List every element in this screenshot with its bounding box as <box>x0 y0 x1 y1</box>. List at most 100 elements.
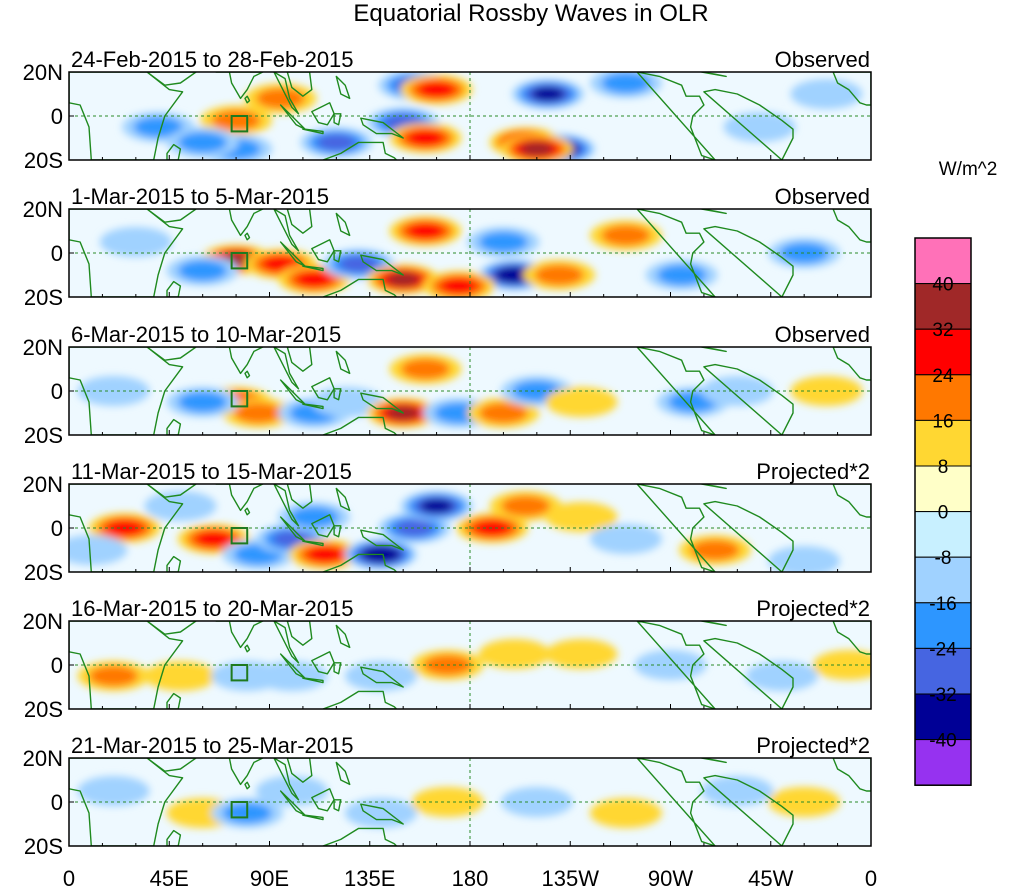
y-tick-label: 20N <box>23 197 63 222</box>
index-box <box>230 664 249 682</box>
panel-1: 20N 0 20S 24-Feb-2015 to 28-Feb-2015 Observe… <box>23 47 872 173</box>
anomaly-blob-1 <box>77 776 150 806</box>
landmass-7 <box>286 209 313 234</box>
contour-level <box>233 402 283 424</box>
x-tick-label: 180 <box>452 866 489 890</box>
y-tick-label: 20S <box>24 697 63 722</box>
landmass-9 <box>302 265 324 272</box>
contour-level <box>417 81 456 98</box>
landmass-15 <box>636 347 716 435</box>
landmass-1 <box>69 347 184 435</box>
anomaly-blob-12 <box>589 220 662 251</box>
landmass-9 <box>302 677 324 684</box>
legend-label: 40 <box>932 275 953 296</box>
contour-level <box>400 358 450 380</box>
landmass-15 <box>636 72 716 160</box>
contour-level <box>255 661 328 691</box>
anomaly-blob-4 <box>255 661 328 691</box>
contour-level <box>601 225 651 246</box>
panel-dates: 6-Mar-2015 to 10-Mar-2015 <box>71 322 341 347</box>
legend-label: 24 <box>932 366 954 387</box>
anomaly-blob-9 <box>467 227 540 257</box>
panel-6: 20N 0 20S 21-Mar-2015 to 25-Mar-2015 Project… <box>23 733 872 859</box>
contour-level <box>394 519 434 537</box>
y-tick-label: 20N <box>23 472 63 497</box>
contour-level <box>178 132 228 153</box>
anomaly-blob-1 <box>200 105 273 136</box>
landmass-16 <box>703 363 794 435</box>
landmass-16 <box>703 88 794 160</box>
contour-level <box>439 277 479 295</box>
landmass-9 <box>302 540 324 547</box>
landmass-1 <box>69 209 184 297</box>
contour-level <box>520 141 554 157</box>
panel-type-label: Observed <box>775 322 870 347</box>
landmass-5 <box>244 781 251 790</box>
landmass-3 <box>146 347 197 361</box>
legend-label: 8 <box>938 457 949 478</box>
legend-label: -32 <box>929 685 956 706</box>
landmass-16 <box>703 774 794 846</box>
contour-level <box>723 112 796 142</box>
landmass-17 <box>832 347 871 381</box>
anomaly-blob-11 <box>545 387 618 417</box>
anomaly-blob-12 <box>545 502 618 532</box>
panel-type-label: Observed <box>775 47 870 72</box>
contour-level <box>406 129 445 147</box>
contour-level <box>690 539 740 561</box>
panel-dates: 11-Mar-2015 to 15-Mar-2015 <box>71 459 352 484</box>
coastlines <box>69 758 871 846</box>
x-tick-label: 45W <box>748 866 793 890</box>
landmass-3 <box>146 209 197 223</box>
field-contours <box>69 491 841 572</box>
anomaly-blob-7 <box>389 354 462 384</box>
y-tick-label: 0 <box>51 379 63 404</box>
contour-level <box>99 227 172 257</box>
landmass-12 <box>335 487 351 512</box>
panel-type-label: Observed <box>775 184 870 209</box>
contour-level <box>420 498 454 514</box>
legend-swatch <box>914 556 972 604</box>
landmass-11 <box>333 250 342 263</box>
anomaly-blob-6 <box>289 539 362 570</box>
field-contours <box>122 72 863 160</box>
legend-label: -40 <box>929 731 956 752</box>
landmass-17 <box>832 72 871 106</box>
contour-level <box>294 271 334 288</box>
landmass-2 <box>166 555 182 572</box>
legend-swatch <box>914 511 972 558</box>
landmass-11 <box>333 525 342 538</box>
x-tick-label: 0 <box>63 866 75 890</box>
x-tick-label: 90E <box>250 866 289 890</box>
landmass-7 <box>286 72 313 97</box>
contour-level <box>406 222 445 240</box>
landmass-5 <box>244 95 251 104</box>
anomaly-blob-15 <box>589 72 662 98</box>
panel-4: 20N 0 20S 11-Mar-2015 to 15-Mar-2015 Project… <box>23 459 872 585</box>
panel-5: 20N 0 20S 16-Mar-2015 to 20-Mar-2015 Project… <box>23 596 872 722</box>
y-tick-label: 20N <box>23 746 63 771</box>
contour-level <box>289 506 339 528</box>
landmass-5 <box>244 644 251 653</box>
landmass-13 <box>360 254 404 276</box>
y-tick-label: 0 <box>51 653 63 678</box>
y-tick-label: 20S <box>24 285 63 310</box>
anomaly-blob-9 <box>701 776 774 806</box>
anomaly-blob-2 <box>144 661 217 691</box>
contour-level <box>478 402 528 424</box>
anomaly-blob-10 <box>523 260 596 290</box>
legend-label: 32 <box>932 320 953 341</box>
landmass-17 <box>832 484 871 518</box>
y-tick-label: 20S <box>24 148 63 173</box>
contour-level <box>339 255 378 273</box>
landmass-2 <box>166 280 182 297</box>
x-tick-label: 45E <box>150 866 189 890</box>
landmass-1 <box>69 621 184 709</box>
contour-level <box>194 530 234 548</box>
anomaly-blob-4 <box>166 255 239 286</box>
landmass-5 <box>244 370 251 379</box>
legend-label: -16 <box>929 594 956 615</box>
anomaly-blob-2 <box>244 83 317 114</box>
landmass-17 <box>832 209 871 243</box>
